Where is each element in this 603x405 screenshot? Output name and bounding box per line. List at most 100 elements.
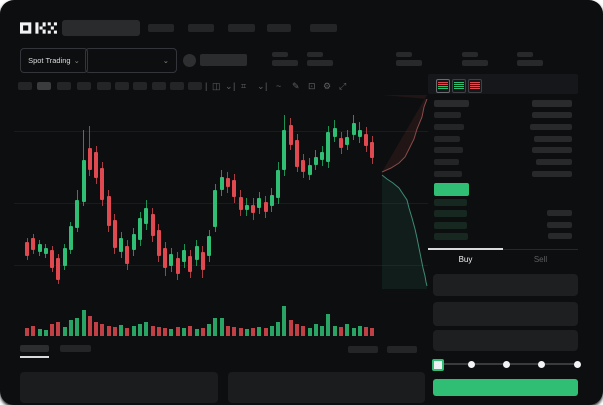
- timeframe-button[interactable]: [18, 82, 32, 90]
- book-asks-icon[interactable]: [468, 79, 482, 93]
- slider-stop-dot[interactable]: [467, 360, 475, 368]
- candle-body: [207, 236, 212, 256]
- bid-row-price[interactable]: [434, 199, 467, 206]
- book-stripe: [438, 86, 448, 87]
- volume-bar: [351, 328, 356, 336]
- bid-row-amount[interactable]: [547, 221, 572, 228]
- buy-submit-button[interactable]: [433, 379, 578, 396]
- nav-item[interactable]: [310, 24, 337, 32]
- bid-row-amount[interactable]: [548, 232, 572, 239]
- amount-field[interactable]: [433, 302, 578, 326]
- volume-bar: [282, 306, 287, 336]
- ask-row-amount[interactable]: [532, 171, 572, 177]
- volume-bar: [251, 328, 256, 336]
- chevron-down-icon: ⌄: [162, 56, 169, 65]
- nav-item[interactable]: [148, 24, 174, 32]
- ask-row-amount[interactable]: [530, 123, 572, 130]
- timeframe-button[interactable]: [77, 82, 91, 90]
- timeframe-button[interactable]: [97, 82, 111, 90]
- amount-slider-handle[interactable]: [432, 359, 444, 371]
- timeframe-button[interactable]: [115, 82, 129, 90]
- volume-bar: [100, 324, 105, 336]
- timeframe-button[interactable]: [37, 82, 51, 90]
- volume-bar: [188, 326, 193, 336]
- ask-row-price[interactable]: [434, 159, 459, 166]
- timeframe-button[interactable]: [152, 82, 166, 90]
- volume-bar: [119, 325, 124, 336]
- volume-bar: [244, 329, 249, 336]
- bid-row-price[interactable]: [434, 232, 468, 240]
- ask-row-price[interactable]: [434, 171, 462, 177]
- search-input[interactable]: [62, 20, 140, 36]
- slider-stop-dot[interactable]: [573, 360, 581, 368]
- candle-body: [31, 238, 36, 250]
- indicator-icon[interactable]: ~: [276, 81, 282, 91]
- interval-icon[interactable]: ⌗: [241, 81, 247, 91]
- ask-row-price[interactable]: [434, 112, 461, 118]
- stat-label: [396, 52, 412, 57]
- last-price-highlight[interactable]: [434, 183, 469, 196]
- volume-bar: [276, 322, 281, 336]
- chevron-down-icon[interactable]: ⌄: [257, 81, 265, 91]
- nav-item[interactable]: [188, 24, 214, 32]
- price-field[interactable]: [433, 274, 578, 296]
- ask-row-amount[interactable]: [534, 135, 572, 142]
- total-field[interactable]: [433, 330, 578, 351]
- tabs-divider: [428, 249, 578, 250]
- slider-stop-dot[interactable]: [538, 360, 546, 368]
- timeframe-button[interactable]: [170, 82, 184, 90]
- bottom-tab[interactable]: [60, 345, 91, 352]
- tab-buy[interactable]: Buy: [458, 255, 473, 264]
- draw-icon[interactable]: ✎: [292, 81, 300, 91]
- ask-row-amount[interactable]: [536, 159, 572, 166]
- bottom-action-placeholder[interactable]: [348, 346, 378, 353]
- bid-row-amount[interactable]: [547, 210, 572, 217]
- candle-body: [144, 208, 149, 224]
- market-type-label: Spot Trading: [28, 56, 71, 65]
- fullscreen-icon[interactable]: ⤢: [339, 81, 347, 91]
- ask-row-price[interactable]: [434, 147, 463, 154]
- ask-row-amount[interactable]: [532, 112, 572, 118]
- candle-body: [276, 170, 281, 198]
- ask-row-price[interactable]: [434, 123, 464, 130]
- candle-body: [169, 254, 174, 266]
- chevron-down-icon[interactable]: ⌄: [225, 81, 233, 91]
- ask-row-amount[interactable]: [532, 147, 572, 154]
- candle-body: [307, 165, 312, 175]
- candle-body: [156, 230, 161, 256]
- candle-body: [68, 226, 73, 250]
- volume-bar: [370, 328, 375, 336]
- volume-bar: [156, 327, 161, 336]
- candle-body: [332, 128, 337, 137]
- candle-body: [288, 125, 293, 145]
- bid-row-price[interactable]: [434, 221, 467, 229]
- tab-sell[interactable]: Sell: [533, 255, 548, 264]
- nav-item[interactable]: [267, 24, 291, 32]
- candle-body: [345, 137, 350, 145]
- slider-stop-dot[interactable]: [503, 360, 510, 368]
- volume-bar: [169, 329, 174, 336]
- volume-bar: [219, 318, 224, 336]
- settings-gear-icon[interactable]: ⚙: [323, 81, 332, 91]
- book-bids-icon[interactable]: [452, 79, 466, 93]
- volume-bar: [87, 316, 92, 336]
- gridline: [14, 131, 428, 132]
- bottom-tab-underline: [20, 356, 49, 358]
- nav-item[interactable]: [228, 24, 255, 32]
- ask-row-price[interactable]: [434, 135, 460, 142]
- bottom-tab-active[interactable]: [20, 345, 49, 352]
- volume-bar: [364, 327, 369, 336]
- book-all-icon[interactable]: [436, 79, 450, 93]
- candle-style-icon[interactable]: ◫: [212, 81, 221, 91]
- volume-bar: [106, 326, 111, 336]
- bottom-action-placeholder[interactable]: [387, 346, 417, 353]
- market-type-dropdown[interactable]: Spot Trading ⌄: [20, 48, 88, 73]
- pair-selector-dropdown[interactable]: ⌄: [85, 48, 177, 73]
- candle-body: [263, 202, 268, 212]
- candlestick-chart[interactable]: [0, 0, 430, 340]
- timeframe-button[interactable]: [188, 82, 202, 90]
- timeframe-button[interactable]: [133, 82, 147, 90]
- timeframe-button[interactable]: [57, 82, 71, 90]
- bid-row-price[interactable]: [434, 210, 467, 218]
- camera-icon[interactable]: ⊡: [308, 81, 316, 91]
